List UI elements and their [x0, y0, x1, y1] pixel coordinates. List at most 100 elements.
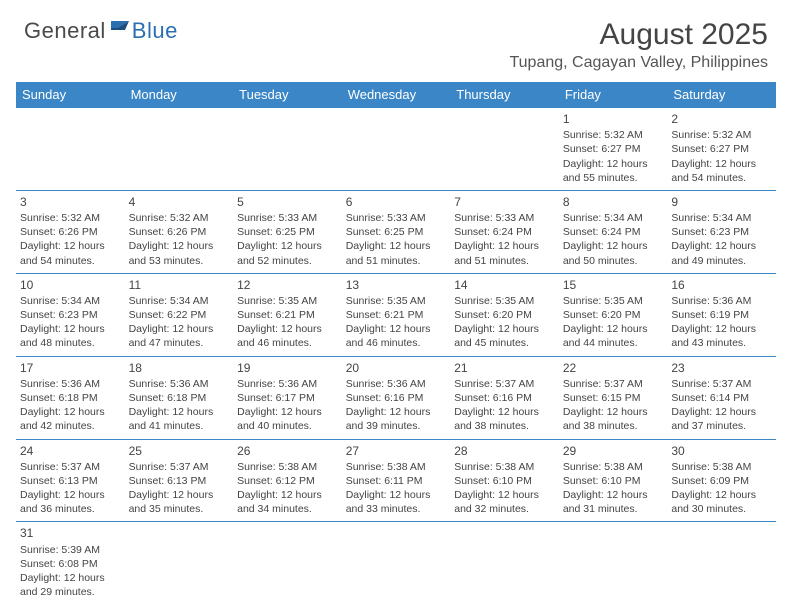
sunset-text: Sunset: 6:09 PM [671, 474, 772, 488]
daylight-text: Daylight: 12 hours [237, 488, 338, 502]
day-number: 14 [454, 277, 555, 293]
calendar-cell: 13Sunrise: 5:35 AMSunset: 6:21 PMDayligh… [342, 273, 451, 356]
dow-saturday: Saturday [667, 82, 776, 108]
daylight-text: and 50 minutes. [563, 254, 664, 268]
calendar-cell [342, 108, 451, 191]
day-number: 3 [20, 194, 121, 210]
calendar-cell [559, 522, 668, 604]
sunrise-text: Sunrise: 5:38 AM [671, 460, 772, 474]
day-number: 2 [671, 111, 772, 127]
day-number: 16 [671, 277, 772, 293]
daylight-text: Daylight: 12 hours [454, 405, 555, 419]
daylight-text: and 44 minutes. [563, 336, 664, 350]
daylight-text: and 35 minutes. [129, 502, 230, 516]
sunrise-text: Sunrise: 5:38 AM [454, 460, 555, 474]
calendar-cell: 31Sunrise: 5:39 AMSunset: 6:08 PMDayligh… [16, 522, 125, 604]
sunset-text: Sunset: 6:12 PM [237, 474, 338, 488]
calendar-week-row: 24Sunrise: 5:37 AMSunset: 6:13 PMDayligh… [16, 439, 776, 522]
day-number: 9 [671, 194, 772, 210]
calendar-cell: 30Sunrise: 5:38 AMSunset: 6:09 PMDayligh… [667, 439, 776, 522]
daylight-text: and 51 minutes. [454, 254, 555, 268]
calendar-cell: 12Sunrise: 5:35 AMSunset: 6:21 PMDayligh… [233, 273, 342, 356]
dow-wednesday: Wednesday [342, 82, 451, 108]
calendar-cell: 24Sunrise: 5:37 AMSunset: 6:13 PMDayligh… [16, 439, 125, 522]
daylight-text: Daylight: 12 hours [563, 322, 664, 336]
daylight-text: Daylight: 12 hours [454, 239, 555, 253]
flag-icon [111, 21, 131, 42]
day-number: 15 [563, 277, 664, 293]
daylight-text: Daylight: 12 hours [237, 322, 338, 336]
daylight-text: Daylight: 12 hours [129, 322, 230, 336]
calendar-table: Sunday Monday Tuesday Wednesday Thursday… [16, 82, 776, 604]
calendar-header-row: Sunday Monday Tuesday Wednesday Thursday… [16, 82, 776, 108]
daylight-text: and 41 minutes. [129, 419, 230, 433]
calendar-cell [342, 522, 451, 604]
month-title: August 2025 [509, 18, 768, 52]
day-number: 23 [671, 360, 772, 376]
daylight-text: Daylight: 12 hours [346, 405, 447, 419]
dow-tuesday: Tuesday [233, 82, 342, 108]
daylight-text: and 29 minutes. [20, 585, 121, 599]
sunrise-text: Sunrise: 5:36 AM [346, 377, 447, 391]
daylight-text: Daylight: 12 hours [454, 322, 555, 336]
day-number: 19 [237, 360, 338, 376]
sunrise-text: Sunrise: 5:35 AM [563, 294, 664, 308]
day-number: 31 [20, 525, 121, 541]
sunrise-text: Sunrise: 5:36 AM [20, 377, 121, 391]
calendar-cell: 4Sunrise: 5:32 AMSunset: 6:26 PMDaylight… [125, 190, 234, 273]
calendar-cell: 22Sunrise: 5:37 AMSunset: 6:15 PMDayligh… [559, 356, 668, 439]
sunset-text: Sunset: 6:24 PM [563, 225, 664, 239]
calendar-cell [125, 522, 234, 604]
sunset-text: Sunset: 6:10 PM [563, 474, 664, 488]
sunset-text: Sunset: 6:27 PM [563, 142, 664, 156]
calendar-cell [233, 522, 342, 604]
dow-thursday: Thursday [450, 82, 559, 108]
sunrise-text: Sunrise: 5:37 AM [563, 377, 664, 391]
calendar-cell: 3Sunrise: 5:32 AMSunset: 6:26 PMDaylight… [16, 190, 125, 273]
day-number: 22 [563, 360, 664, 376]
daylight-text: Daylight: 12 hours [129, 488, 230, 502]
sunset-text: Sunset: 6:20 PM [563, 308, 664, 322]
sunset-text: Sunset: 6:16 PM [346, 391, 447, 405]
daylight-text: and 51 minutes. [346, 254, 447, 268]
sunrise-text: Sunrise: 5:38 AM [563, 460, 664, 474]
sunrise-text: Sunrise: 5:37 AM [454, 377, 555, 391]
day-number: 7 [454, 194, 555, 210]
sunrise-text: Sunrise: 5:37 AM [671, 377, 772, 391]
day-number: 18 [129, 360, 230, 376]
page-header: General Blue August 2025 Tupang, Cagayan… [0, 0, 792, 82]
sunset-text: Sunset: 6:15 PM [563, 391, 664, 405]
sunset-text: Sunset: 6:13 PM [20, 474, 121, 488]
daylight-text: and 33 minutes. [346, 502, 447, 516]
sunset-text: Sunset: 6:18 PM [129, 391, 230, 405]
sunset-text: Sunset: 6:20 PM [454, 308, 555, 322]
calendar-week-row: 3Sunrise: 5:32 AMSunset: 6:26 PMDaylight… [16, 190, 776, 273]
dow-monday: Monday [125, 82, 234, 108]
daylight-text: Daylight: 12 hours [563, 405, 664, 419]
daylight-text: and 54 minutes. [671, 171, 772, 185]
location-subtitle: Tupang, Cagayan Valley, Philippines [509, 54, 768, 72]
daylight-text: Daylight: 12 hours [346, 322, 447, 336]
daylight-text: Daylight: 12 hours [671, 405, 772, 419]
sunrise-text: Sunrise: 5:35 AM [454, 294, 555, 308]
day-number: 28 [454, 443, 555, 459]
daylight-text: and 53 minutes. [129, 254, 230, 268]
dow-friday: Friday [559, 82, 668, 108]
daylight-text: and 31 minutes. [563, 502, 664, 516]
sunrise-text: Sunrise: 5:33 AM [237, 211, 338, 225]
daylight-text: and 42 minutes. [20, 419, 121, 433]
calendar-cell [450, 108, 559, 191]
calendar-week-row: 10Sunrise: 5:34 AMSunset: 6:23 PMDayligh… [16, 273, 776, 356]
daylight-text: and 46 minutes. [346, 336, 447, 350]
sunrise-text: Sunrise: 5:34 AM [671, 211, 772, 225]
day-number: 5 [237, 194, 338, 210]
day-number: 29 [563, 443, 664, 459]
daylight-text: and 43 minutes. [671, 336, 772, 350]
sunrise-text: Sunrise: 5:34 AM [20, 294, 121, 308]
daylight-text: and 54 minutes. [20, 254, 121, 268]
sunset-text: Sunset: 6:27 PM [671, 142, 772, 156]
daylight-text: Daylight: 12 hours [563, 157, 664, 171]
logo-text-blue: Blue [132, 18, 178, 44]
calendar-cell: 20Sunrise: 5:36 AMSunset: 6:16 PMDayligh… [342, 356, 451, 439]
daylight-text: Daylight: 12 hours [671, 488, 772, 502]
